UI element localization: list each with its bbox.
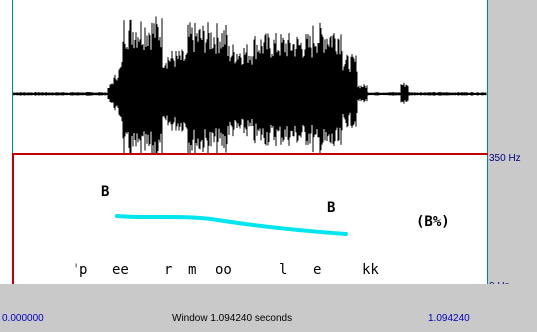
waveform (13, 16, 487, 153)
time-bar (0, 284, 537, 332)
frequency-axis-strip (488, 0, 537, 332)
phonetic-label: kk (362, 262, 379, 278)
phonetic-label: p (79, 262, 88, 278)
waveform-panel (12, 0, 488, 153)
window-duration-label: Window 1.094240 seconds (172, 313, 293, 324)
tone-label: (B%) (416, 214, 450, 230)
phonetic-label: r (164, 262, 173, 278)
waveform-plot (13, 16, 487, 153)
pitch-panel (12, 155, 488, 284)
phonetic-label: m (188, 262, 197, 278)
pitch-contour (115, 214, 348, 236)
boundary-label-right: B (327, 200, 336, 216)
phonetic-label: l (279, 262, 288, 278)
panel-divider (12, 153, 488, 155)
frequency-top-label: 350 Hz (489, 153, 521, 164)
phonetic-label: oo (215, 262, 232, 278)
boundary-label-left: B (101, 184, 110, 200)
phonetic-label: e (313, 262, 322, 278)
time-start: 0.000000 (2, 313, 44, 324)
pitch-plot (115, 214, 348, 236)
phonetic-tick: ' (72, 262, 81, 278)
time-end: 1.094240 (428, 313, 470, 324)
phonetic-label: ee (112, 262, 129, 278)
